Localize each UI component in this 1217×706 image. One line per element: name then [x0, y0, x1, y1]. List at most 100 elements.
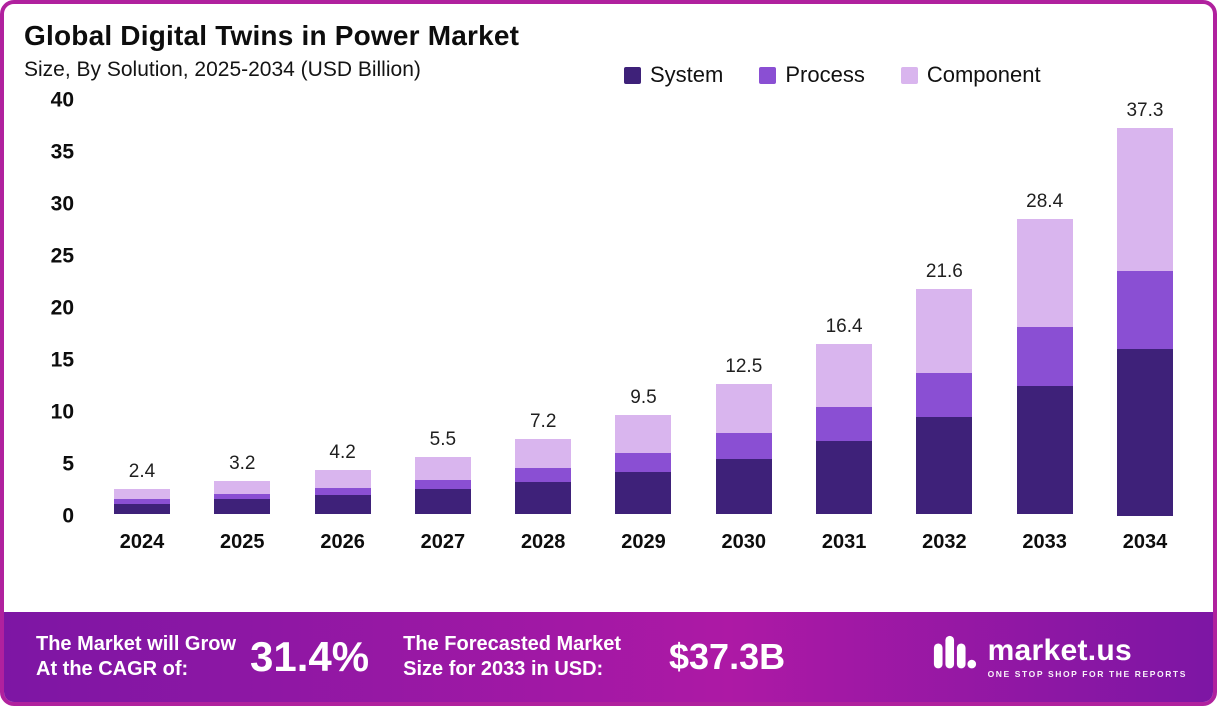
bar-segment-process	[916, 372, 973, 418]
bar-stack	[515, 439, 572, 514]
x-axis-label: 2033	[1022, 530, 1067, 553]
forecast-label: The Forecasted Market Size for 2033 in U…	[403, 633, 621, 680]
bar-stack	[414, 456, 471, 514]
bar-stack	[816, 343, 873, 514]
bar-segment-system	[715, 458, 772, 514]
chart-header: Global Digital Twins in Power Market Siz…	[4, 4, 1213, 87]
bar-column: 37.3 2034	[1116, 100, 1173, 556]
bar-stack	[615, 415, 672, 514]
y-axis-label: 40	[50, 88, 74, 112]
bar-column: 2.4 2024	[114, 100, 170, 556]
bar-segment-system	[414, 489, 471, 514]
bar-segment-system	[615, 472, 672, 514]
y-axis: 0 5 10 15 20 25 30 35 40	[24, 90, 82, 527]
brand-tagline: ONE STOP SHOP FOR THE REPORTS	[987, 668, 1187, 679]
footer-banner: The Market will Grow At the CAGR of: 31.…	[4, 612, 1213, 702]
bar-total-label: 9.5	[630, 387, 657, 409]
page-title: Global Digital Twins in Power Market	[24, 20, 520, 51]
bar-total-label: 2.4	[128, 461, 156, 483]
legend-swatch	[900, 66, 918, 84]
legend-item-system: System	[624, 62, 723, 88]
bar-segment-process	[114, 499, 170, 504]
bar-total-label: 5.5	[429, 428, 457, 450]
bar-segment-component	[1016, 218, 1073, 327]
x-axis-label: 2028	[520, 530, 566, 553]
bar-segment-component	[1116, 128, 1173, 271]
y-axis-label: 0	[62, 504, 74, 528]
bar-segment-process	[715, 432, 772, 459]
legend-swatch	[624, 66, 641, 84]
bar-column: 9.5 2029	[615, 100, 672, 556]
bar-segment-system	[114, 503, 170, 514]
bar-column: 16.4 2031	[816, 100, 873, 556]
bar-segment-process	[1116, 270, 1173, 349]
brand-text: market.us ONE STOP SHOP FOR THE REPORTS	[987, 633, 1187, 679]
bar-segment-component	[816, 343, 873, 407]
legend-swatch	[759, 66, 777, 84]
bar-stack	[214, 480, 271, 514]
cagr-label: The Market will Grow At the CAGR of:	[36, 633, 237, 680]
cagr-value: 31.4%	[250, 633, 370, 680]
x-axis-label: 2031	[821, 530, 867, 553]
bar-segment-system	[214, 499, 271, 514]
bar-segment-component	[615, 415, 672, 453]
bar-segment-component	[515, 439, 572, 469]
legend-item-process: Process	[759, 62, 865, 88]
y-axis-label: 35	[50, 140, 74, 164]
bar-segment-component	[114, 489, 170, 500]
bar-column: 4.2 2026	[314, 100, 371, 556]
bar-stack	[715, 384, 772, 514]
bar-column: 28.4 2033	[1016, 100, 1073, 556]
bar-total-label: 16.4	[825, 315, 863, 337]
bar-column: 5.5 2027	[414, 100, 471, 556]
bar-segment-process	[414, 479, 471, 489]
bar-column: 7.2 2028	[515, 100, 572, 556]
bar-segment-component	[214, 480, 271, 495]
plot-area: 2.4 2024 3.2 2025 4.2 2026 5.5 2027 7.2 2028 9.5 20…	[82, 100, 1189, 556]
legend: System Process Component	[624, 62, 1173, 88]
legend-label: Process	[785, 62, 865, 87]
x-axis-label: 2030	[721, 530, 767, 553]
y-axis-label: 5	[62, 452, 74, 476]
bar-total-label: 21.6	[925, 261, 963, 283]
x-axis-label: 2024	[119, 530, 165, 553]
x-axis-label: 2032	[922, 530, 967, 553]
y-axis-label: 25	[50, 244, 74, 268]
bar-segment-component	[414, 456, 471, 480]
bar-segment-system	[1116, 348, 1173, 516]
bar-column: 3.2 2025	[214, 100, 271, 556]
x-axis-label: 2029	[621, 530, 666, 553]
bar-segment-system	[515, 481, 572, 514]
marketus-logo: market.us ONE STOP SHOP FOR THE REPORTS	[932, 632, 1187, 683]
legend-label: Component	[926, 62, 1041, 87]
bar-segment-system	[1016, 386, 1073, 514]
y-axis-label: 30	[50, 192, 74, 216]
x-axis-label: 2027	[420, 530, 466, 553]
bar-total-label: 3.2	[229, 452, 256, 474]
marketus-logo-icon	[932, 632, 978, 683]
bar-segment-process	[816, 406, 873, 442]
x-axis-label: 2026	[320, 530, 365, 553]
bar-segment-component	[916, 289, 973, 373]
bar-segment-process	[214, 494, 271, 500]
brand-name: market.us	[987, 633, 1133, 667]
chart-subtitle: Size, By Solution, 2025-2034 (USD Billio…	[24, 58, 421, 81]
bar-column: 21.6 2032	[916, 100, 973, 556]
bar-segment-process	[615, 452, 672, 473]
legend-item-component: Component	[900, 62, 1041, 88]
bar-total-label: 37.3	[1126, 100, 1164, 121]
bar-stack	[314, 470, 371, 514]
y-axis-label: 20	[50, 296, 74, 320]
bar-segment-system	[916, 417, 973, 514]
bar-segment-component	[314, 470, 371, 489]
y-axis-label: 10	[50, 400, 74, 424]
x-axis-label: 2034	[1122, 531, 1168, 554]
bar-segment-component	[715, 384, 772, 433]
forecast-value: $37.3B	[669, 636, 786, 677]
bar-stack	[114, 489, 170, 514]
bar-column: 12.5 2030	[715, 100, 772, 556]
bar-total-label: 7.2	[529, 411, 557, 433]
bar-stack	[916, 289, 973, 514]
bar-stack	[1016, 218, 1073, 514]
